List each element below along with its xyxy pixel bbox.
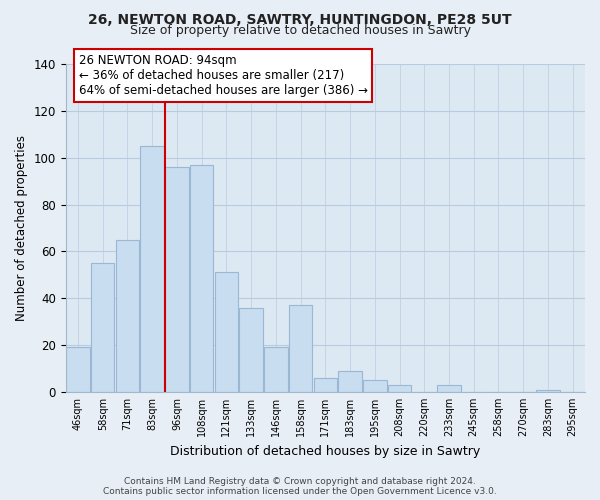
Text: Contains public sector information licensed under the Open Government Licence v3: Contains public sector information licen… [103, 487, 497, 496]
Bar [215, 272, 238, 392]
Text: Size of property relative to detached houses in Sawtry: Size of property relative to detached ho… [130, 24, 470, 37]
X-axis label: Distribution of detached houses by size in Sawtry: Distribution of detached houses by size … [170, 444, 481, 458]
Bar [264, 348, 287, 392]
Bar [437, 385, 461, 392]
Bar [66, 348, 90, 392]
Text: 26, NEWTON ROAD, SAWTRY, HUNTINGDON, PE28 5UT: 26, NEWTON ROAD, SAWTRY, HUNTINGDON, PE2… [88, 12, 512, 26]
Bar [363, 380, 386, 392]
Bar [165, 167, 188, 392]
Y-axis label: Number of detached properties: Number of detached properties [15, 135, 28, 321]
Bar [536, 390, 560, 392]
Bar [116, 240, 139, 392]
Bar [140, 146, 164, 392]
Text: Contains HM Land Registry data © Crown copyright and database right 2024.: Contains HM Land Registry data © Crown c… [124, 477, 476, 486]
Bar [289, 306, 313, 392]
Text: 26 NEWTON ROAD: 94sqm
← 36% of detached houses are smaller (217)
64% of semi-det: 26 NEWTON ROAD: 94sqm ← 36% of detached … [79, 54, 368, 97]
Bar [388, 385, 411, 392]
Bar [190, 165, 214, 392]
Bar [314, 378, 337, 392]
Bar [91, 263, 115, 392]
Bar [338, 371, 362, 392]
Bar [239, 308, 263, 392]
